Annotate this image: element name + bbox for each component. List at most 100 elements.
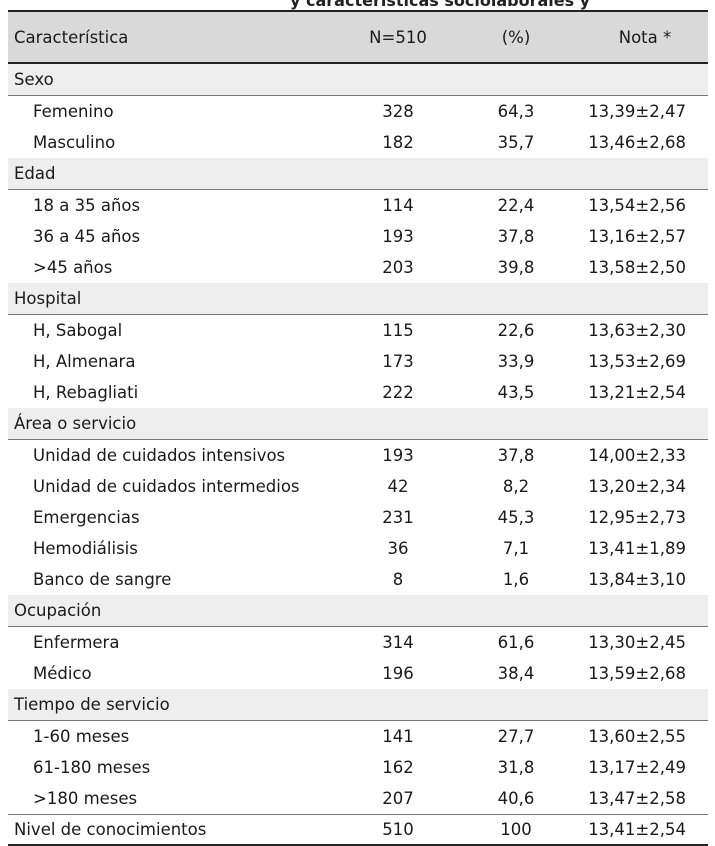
row-score: 13,17±2,49 — [588, 758, 686, 777]
row-score: 13,39±2,47 — [588, 102, 686, 121]
table-row: Unidad de cuidados intensivos 193 37,8 14,0… — [8, 440, 708, 471]
table-row: Médico 196 38,4 13,59±2,68 — [8, 658, 708, 689]
row-label: 18 a 35 años — [33, 196, 141, 215]
row-n: 173 — [382, 352, 414, 371]
header-score: Nota * — [618, 27, 672, 47]
row-n: 231 — [382, 508, 414, 527]
row-percent: 22,4 — [497, 196, 535, 215]
group-label: Sexo — [14, 70, 54, 89]
row-label: H, Rebagliati — [33, 383, 139, 402]
row-n: 8 — [392, 570, 404, 589]
row-score: 12,95±2,73 — [588, 508, 686, 527]
row-label: 36 a 45 años — [33, 227, 141, 246]
row-score: 13,30±2,45 — [588, 633, 686, 652]
row-percent: 7,1 — [502, 539, 530, 558]
group-header-row: Ocupación — [8, 595, 708, 627]
row-percent: 37,8 — [497, 227, 535, 246]
row-percent: 1,6 — [502, 570, 530, 589]
row-percent: 37,8 — [497, 446, 535, 465]
row-percent: 22,6 — [497, 321, 535, 340]
row-score: 13,60±2,55 — [588, 727, 686, 746]
row-label: H, Sabogal — [33, 321, 123, 340]
row-score: 13,46±2,68 — [588, 133, 686, 152]
table-row: Emergencias 231 45,3 12,95±2,73 — [8, 502, 708, 533]
row-percent: 35,7 — [497, 133, 535, 152]
table-row: Unidad de cuidados intermedios 42 8,2 13,20… — [8, 471, 708, 502]
row-n: 222 — [382, 383, 414, 402]
row-n: 162 — [382, 758, 414, 777]
total-row: Nivel de conocimientos 510 100 13,41±2,54 — [8, 814, 708, 844]
row-n: 196 — [382, 664, 414, 683]
header-characteristic: Característica — [14, 27, 129, 47]
row-n: 36 — [387, 539, 409, 558]
row-label: Emergencias — [33, 508, 140, 527]
row-score: 13,59±2,68 — [588, 664, 686, 683]
group-header-row: Tiempo de servicio — [8, 689, 708, 721]
table-row: H, Rebagliati 222 43,5 13,21±2,54 — [8, 377, 708, 408]
row-n: 203 — [382, 258, 414, 277]
row-percent: 43,5 — [497, 383, 535, 402]
group-label: Área o servicio — [14, 414, 137, 433]
row-score: 13,54±2,56 — [588, 196, 686, 215]
row-n: 207 — [382, 789, 414, 808]
row-percent: 61,6 — [497, 633, 535, 652]
row-label: 61-180 meses — [33, 758, 151, 777]
table-row: Hemodiálisis 36 7,1 13,41±1,89 — [8, 533, 708, 564]
total-label: Nivel de conocimientos — [14, 820, 207, 839]
row-percent: 45,3 — [497, 508, 535, 527]
characteristics-table: Característica N=510 (%) Nota * Sexo Feme… — [8, 10, 708, 846]
row-label: Enfermera — [33, 633, 120, 652]
caption-fragment: y características sociolaborales y — [0, 0, 715, 10]
group-header-row: Edad — [8, 158, 708, 190]
group-header-row: Área o servicio — [8, 408, 708, 440]
row-label: Banco de sangre — [33, 570, 172, 589]
row-score: 13,84±3,10 — [588, 570, 686, 589]
row-score: 13,53±2,69 — [588, 352, 686, 371]
row-n: 114 — [382, 196, 414, 215]
group-header-row: Sexo — [8, 64, 708, 96]
row-percent: 31,8 — [497, 758, 535, 777]
table-row: Banco de sangre 8 1,6 13,84±3,10 — [8, 564, 708, 595]
header-percent: (%) — [501, 27, 531, 47]
row-score: 13,63±2,30 — [588, 321, 686, 340]
table-row: Femenino 328 64,3 13,39±2,47 — [8, 96, 708, 127]
caption-text: y características sociolaborales y — [290, 0, 591, 10]
row-percent: 27,7 — [497, 727, 535, 746]
row-percent: 33,9 — [497, 352, 535, 371]
table-row: >45 años 203 39,8 13,58±2,50 — [8, 252, 708, 283]
row-label: Hemodiálisis — [33, 539, 138, 558]
group-label: Edad — [14, 164, 56, 183]
table-row: H, Sabogal 115 22,6 13,63±2,30 — [8, 315, 708, 346]
row-label: 1-60 meses — [33, 727, 130, 746]
group-label: Ocupación — [14, 601, 102, 620]
table-row: 18 a 35 años 114 22,4 13,54±2,56 — [8, 190, 708, 221]
group-label: Tiempo de servicio — [14, 695, 170, 714]
row-label: Unidad de cuidados intermedios — [33, 477, 300, 496]
row-score: 14,00±2,33 — [588, 446, 686, 465]
row-score: 13,58±2,50 — [588, 258, 686, 277]
row-n: 193 — [382, 446, 414, 465]
row-score: 13,20±2,34 — [588, 477, 686, 496]
total-n: 510 — [382, 820, 414, 839]
table-row: H, Almenara 173 33,9 13,53±2,69 — [8, 346, 708, 377]
row-percent: 40,6 — [497, 789, 535, 808]
row-percent: 8,2 — [502, 477, 530, 496]
row-label: >180 meses — [33, 789, 138, 808]
row-label: H, Almenara — [33, 352, 136, 371]
row-label: Médico — [33, 664, 92, 683]
row-n: 328 — [382, 102, 414, 121]
header-n: N=510 — [369, 27, 427, 47]
row-label: >45 años — [33, 258, 113, 277]
row-n: 42 — [387, 477, 409, 496]
row-n: 314 — [382, 633, 414, 652]
table-row: >180 meses 207 40,6 13,47±2,58 — [8, 783, 708, 814]
row-percent: 64,3 — [497, 102, 535, 121]
group-header-row: Hospital — [8, 283, 708, 315]
row-label: Femenino — [33, 102, 114, 121]
row-n: 193 — [382, 227, 414, 246]
row-score: 13,41±1,89 — [588, 539, 686, 558]
row-label: Unidad de cuidados intensivos — [33, 446, 286, 465]
row-n: 141 — [382, 727, 414, 746]
row-label: Masculino — [33, 133, 116, 152]
table-header-row: Característica N=510 (%) Nota * — [8, 12, 708, 64]
